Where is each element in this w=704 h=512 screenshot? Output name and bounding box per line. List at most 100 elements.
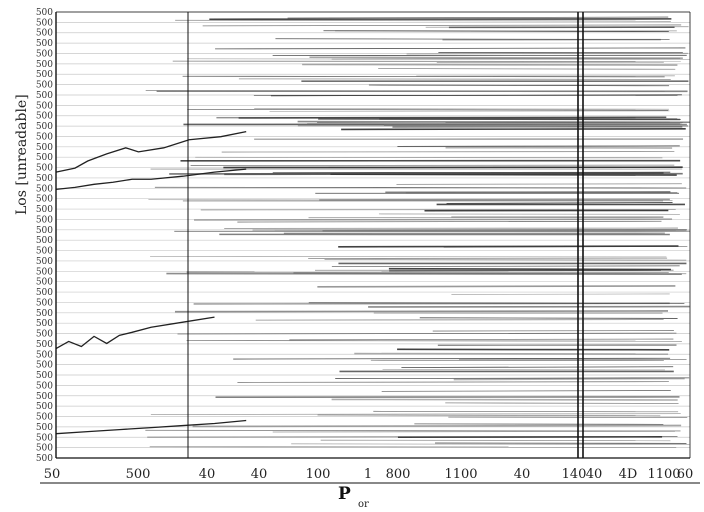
band-stroke bbox=[451, 293, 670, 295]
y-tick-label: 500 bbox=[36, 413, 53, 423]
y-tick-label: 500 bbox=[36, 319, 53, 329]
band-stroke bbox=[308, 302, 685, 305]
band-stroke bbox=[233, 357, 671, 360]
band-stroke bbox=[378, 68, 676, 70]
y-tick-label: 500 bbox=[36, 309, 53, 319]
band-stroke bbox=[224, 172, 683, 176]
x-tick-label: 140 bbox=[562, 467, 587, 482]
series-line-4 bbox=[55, 419, 247, 435]
y-axis-label: Los [unreadable] bbox=[14, 94, 30, 215]
y-tick-label: 500 bbox=[36, 29, 53, 39]
band-stroke bbox=[331, 265, 680, 268]
x-tick-label: 500 bbox=[126, 467, 151, 482]
band-stroke bbox=[221, 151, 675, 153]
y-tick-label: 500 bbox=[36, 298, 53, 308]
y-tick-label: 500 bbox=[36, 278, 53, 288]
band-stroke bbox=[331, 57, 681, 60]
x-tick-label: 50 bbox=[44, 467, 61, 482]
band-stroke bbox=[381, 390, 671, 392]
band-stroke bbox=[446, 202, 673, 204]
band-stroke bbox=[385, 191, 671, 194]
y-tick-label: 500 bbox=[36, 164, 53, 174]
y-tick-label: 500 bbox=[36, 143, 53, 153]
y-tick-label: 500 bbox=[36, 122, 53, 132]
y-tick-label: 500 bbox=[36, 361, 53, 371]
band-stroke bbox=[238, 78, 671, 80]
y-tick-label: 500 bbox=[36, 226, 53, 236]
y-tick-label: 500 bbox=[36, 257, 53, 267]
band-stroke bbox=[368, 84, 670, 87]
y-tick-label: 500 bbox=[36, 174, 53, 184]
x-tick-label: 1100 bbox=[444, 467, 477, 482]
band-stroke bbox=[323, 30, 669, 33]
band-stroke bbox=[254, 108, 669, 110]
band-stroke bbox=[187, 108, 669, 111]
x-tick-label: 1 bbox=[364, 467, 372, 482]
y-tick-label: 500 bbox=[36, 132, 53, 142]
y-tick-label: 500 bbox=[36, 402, 53, 412]
band-stroke bbox=[383, 123, 687, 126]
band-stroke bbox=[195, 156, 663, 159]
y-tick-label: 500 bbox=[36, 340, 53, 350]
y-tick-label: 500 bbox=[36, 288, 53, 298]
band-stroke bbox=[275, 38, 670, 40]
band-stroke bbox=[272, 430, 675, 433]
y-tick-label: 500 bbox=[36, 60, 53, 70]
band-stroke bbox=[317, 414, 661, 417]
x-axis-label: P bbox=[338, 484, 351, 504]
y-tick-label: 500 bbox=[36, 18, 53, 28]
y-tick-label: 500 bbox=[36, 215, 53, 225]
band-stroke bbox=[177, 332, 677, 335]
series-line-3 bbox=[55, 316, 215, 350]
x-tick-label: 40 bbox=[514, 467, 531, 482]
series-lines bbox=[55, 130, 247, 435]
x-axis-label-sub: or bbox=[358, 499, 369, 510]
band-stroke bbox=[147, 436, 678, 438]
band-stroke bbox=[406, 52, 688, 55]
y-tick-label: 500 bbox=[36, 371, 53, 381]
x-tick-label: 60 bbox=[677, 467, 694, 482]
band-stroke bbox=[237, 220, 662, 223]
band-stroke bbox=[148, 199, 673, 201]
y-tick-label: 500 bbox=[36, 205, 53, 215]
band-stroke bbox=[419, 317, 678, 319]
y-tick-label: 500 bbox=[36, 195, 53, 205]
y-tick-label: 500 bbox=[36, 39, 53, 49]
x-tick-label: 800 bbox=[386, 467, 411, 482]
band-stroke bbox=[194, 218, 673, 221]
y-tick-label: 500 bbox=[36, 70, 53, 80]
band-stroke bbox=[145, 429, 681, 432]
band-stroke bbox=[182, 75, 665, 78]
y-tick-label: 500 bbox=[36, 454, 53, 464]
y-tick-label: 500 bbox=[36, 423, 53, 433]
band-stroke bbox=[175, 19, 671, 22]
y-tick-label: 500 bbox=[36, 91, 53, 101]
band-stroke bbox=[324, 259, 687, 261]
y-tick-label: 500 bbox=[36, 267, 53, 277]
band-stroke bbox=[354, 352, 669, 355]
x-tick-label: 1100 bbox=[647, 467, 680, 482]
x-tick-label: 40 bbox=[586, 467, 603, 482]
y-tick-label: 500 bbox=[36, 184, 53, 194]
y-tick-label: 500 bbox=[36, 8, 53, 18]
y-tick-label: 500 bbox=[36, 392, 53, 402]
data-bands bbox=[145, 16, 690, 448]
y-tick-label: 500 bbox=[36, 49, 53, 59]
band-stroke bbox=[174, 310, 669, 313]
band-stroke bbox=[291, 443, 690, 446]
plot-frame bbox=[40, 11, 700, 484]
band-stroke bbox=[166, 272, 682, 276]
y-tick-label: 500 bbox=[36, 81, 53, 91]
band-stroke bbox=[215, 47, 686, 50]
x-tick-label: 4D bbox=[619, 467, 638, 482]
band-stroke bbox=[270, 94, 682, 97]
y-tick-label: 500 bbox=[36, 350, 53, 360]
band-stroke bbox=[287, 16, 669, 19]
y-tick-label: 500 bbox=[36, 330, 53, 340]
y-tick-label: 500 bbox=[36, 112, 53, 122]
band-stroke bbox=[317, 285, 676, 288]
y-tick-label: 500 bbox=[36, 247, 53, 257]
band-stroke bbox=[237, 381, 669, 383]
